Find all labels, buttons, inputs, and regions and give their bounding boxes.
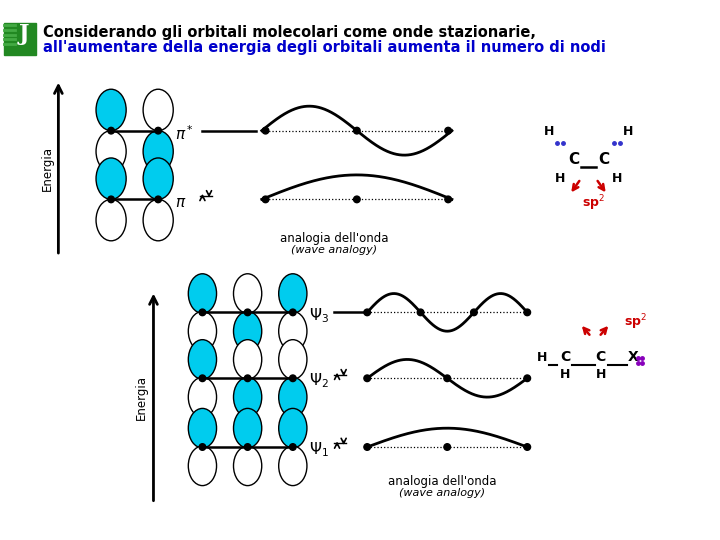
Text: $\Psi_1$: $\Psi_1$ [309,441,329,459]
Ellipse shape [233,312,262,351]
Circle shape [364,444,371,450]
Text: $\Psi_2$: $\Psi_2$ [309,372,328,390]
Text: H: H [544,125,554,138]
Circle shape [524,309,531,316]
Text: (wave analogy): (wave analogy) [291,245,377,255]
Circle shape [524,444,531,450]
Circle shape [262,196,269,202]
Circle shape [199,375,206,382]
Text: H: H [611,172,622,185]
Ellipse shape [189,274,217,313]
Ellipse shape [279,340,307,379]
Ellipse shape [189,312,217,351]
Circle shape [354,196,360,202]
Text: H: H [537,352,547,365]
Circle shape [445,127,451,134]
Text: analogia dell'onda: analogia dell'onda [388,475,497,488]
Ellipse shape [189,377,217,417]
Ellipse shape [96,158,126,199]
Text: Energia: Energia [40,146,53,191]
Text: all'aumentare della energia degli orbitali aumenta il numero di nodi: all'aumentare della energia degli orbita… [43,40,606,55]
Text: $\Psi_3$: $\Psi_3$ [309,306,329,325]
Text: Energia: Energia [135,375,148,420]
Text: (wave analogy): (wave analogy) [400,488,485,498]
Text: H: H [595,368,606,381]
Circle shape [364,375,371,382]
Circle shape [289,375,296,382]
Ellipse shape [96,89,126,131]
Circle shape [244,375,251,382]
Ellipse shape [279,408,307,448]
Circle shape [354,127,360,134]
Ellipse shape [279,377,307,417]
Text: Considerando gli orbitali molecolari come onde stazionarie,: Considerando gli orbitali molecolari com… [43,25,536,40]
Circle shape [199,309,206,316]
Ellipse shape [143,131,174,172]
Circle shape [155,127,161,134]
Circle shape [444,375,451,382]
Ellipse shape [96,131,126,172]
Circle shape [289,444,296,450]
Text: H: H [559,368,570,381]
Circle shape [289,309,296,316]
Ellipse shape [189,408,217,448]
Ellipse shape [279,446,307,485]
Text: C: C [559,350,570,365]
Text: sp$^2$: sp$^2$ [624,313,647,332]
Text: H: H [623,125,633,138]
Ellipse shape [233,408,262,448]
Circle shape [155,196,161,202]
Text: X: X [627,350,638,365]
Circle shape [199,444,206,450]
Ellipse shape [189,446,217,485]
Ellipse shape [233,446,262,485]
Text: H: H [555,172,565,185]
Circle shape [244,444,251,450]
Text: J: J [19,23,30,45]
Ellipse shape [233,340,262,379]
Circle shape [108,127,114,134]
Circle shape [262,127,269,134]
Ellipse shape [143,89,174,131]
Circle shape [444,444,451,450]
Circle shape [108,196,114,202]
Bar [4,23,36,55]
Ellipse shape [279,312,307,351]
Text: C: C [598,152,609,167]
Text: $\pi^*$: $\pi^*$ [175,124,194,143]
Ellipse shape [233,274,262,313]
Ellipse shape [143,158,174,199]
Circle shape [445,196,451,202]
Text: $\pi$: $\pi$ [175,195,186,210]
Ellipse shape [96,199,126,241]
Circle shape [418,309,424,316]
Ellipse shape [233,377,262,417]
Circle shape [471,309,477,316]
Text: C: C [568,152,579,167]
Text: analogia dell'onda: analogia dell'onda [280,232,389,245]
Text: C: C [595,350,606,365]
Text: sp$^2$: sp$^2$ [582,193,605,213]
Ellipse shape [279,274,307,313]
Circle shape [244,309,251,316]
Circle shape [524,375,531,382]
Ellipse shape [143,199,174,241]
Circle shape [364,309,371,316]
Ellipse shape [189,340,217,379]
